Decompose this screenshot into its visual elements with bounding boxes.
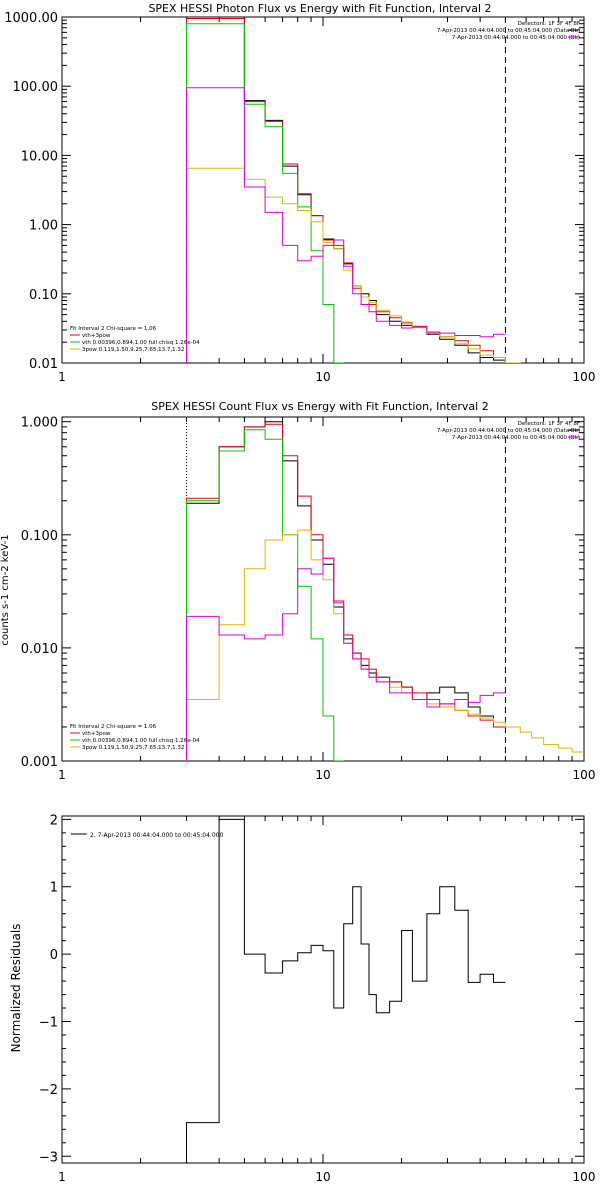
photon-flux-y-tick-label: 1000.00 xyxy=(4,11,58,26)
count-flux-fit-line: 3pow 0.119,1.50,9.25,7.65,13.7,1.32 xyxy=(82,745,184,751)
count-flux-annotation: 7-Apr-2013 00:44:04.000 to 00:45:04.000 … xyxy=(452,435,580,441)
photon-flux-y-tick-label: 0.01 xyxy=(29,357,58,372)
count-flux-y-tick-label: 0.010 xyxy=(21,642,58,657)
photon-flux-x-tick-label: 1 xyxy=(58,370,66,384)
residuals-y-tick-label: −2 xyxy=(39,1083,58,1098)
photon-flux-series-1 xyxy=(186,18,506,363)
residuals-x-tick-label: 1 xyxy=(58,1170,66,1184)
photon-flux-series-4 xyxy=(186,87,506,363)
photon-flux-chart: SPEX HESSI Photon Flux vs Energy with Fi… xyxy=(4,2,595,384)
residuals-y-tick-label: 0 xyxy=(50,948,58,963)
photon-flux-annotation: 7-Apr-2013 00:44:04.000 to 00:45:04.000 … xyxy=(452,35,580,41)
residuals-series-0 xyxy=(186,818,506,1163)
photon-flux-series-0 xyxy=(186,17,506,363)
photon-flux-y-tick-label: 100.00 xyxy=(13,80,59,95)
count-flux-y-tick-label: 1.000 xyxy=(21,416,58,431)
residuals-ylabel: Normalized Residuals xyxy=(9,924,23,1053)
photon-flux-title: SPEX HESSI Photon Flux vs Energy with Fi… xyxy=(148,2,491,15)
count-flux-chart: SPEX HESSI Count Flux vs Energy with Fit… xyxy=(0,400,595,782)
count-flux-y-tick-label: 0.001 xyxy=(21,755,58,770)
count-flux-series-3 xyxy=(186,529,584,761)
count-flux-ylabel: counts s-1 cm-2 keV-1 xyxy=(0,534,11,645)
count-flux-title: SPEX HESSI Count Flux vs Energy with Fit… xyxy=(151,400,488,413)
photon-flux-annotation: Detectors: 1F 3F 4F 8F xyxy=(518,21,580,27)
photon-flux-y-tick-label: 0.10 xyxy=(29,288,58,303)
residuals-chart: Normalized Residuals 2. 7-Apr-2013 00:44… xyxy=(9,813,595,1184)
photon-flux-y-tick-label: 10.00 xyxy=(21,149,58,164)
count-flux-fit-line: vth 0.00396,0.894,1.00 full chisq 1.26e-… xyxy=(82,738,200,744)
photon-flux-series-3 xyxy=(186,167,521,363)
residuals-x-tick-label: 100 xyxy=(573,1170,596,1184)
count-flux-series-2 xyxy=(186,429,344,761)
count-flux-fit-header: Fit Interval 2 Chi-square = 1.06 xyxy=(70,724,157,730)
count-flux-data xyxy=(186,421,584,761)
count-flux-y-tick-label: 0.100 xyxy=(21,529,58,544)
count-flux-x-tick-label: 1 xyxy=(58,768,66,782)
count-flux-x-tick-label: 100 xyxy=(573,768,596,782)
count-flux-fit-line: vth+3pow xyxy=(82,731,111,737)
photon-flux-x-tick-label: 100 xyxy=(573,370,596,384)
count-flux-annotation: Detectors: 1F 3F 4F 8F xyxy=(518,421,580,427)
count-flux-series-1 xyxy=(186,423,506,761)
residuals-plot-frame xyxy=(61,815,585,1164)
count-flux-series-0 xyxy=(186,421,506,761)
count-flux-annotation: 7-Apr-2013 00:44:04.000 to 00:45:04.000 … xyxy=(437,428,580,434)
residuals-y-tick-label: −1 xyxy=(39,1016,58,1031)
photon-flux-fit-line: vth+3pow xyxy=(82,333,111,339)
residuals-y-tick-label: 1 xyxy=(50,881,58,896)
photon-flux-x-tick-label: 10 xyxy=(315,370,330,384)
photon-flux-series-2 xyxy=(186,23,344,363)
residuals-y-tick-label: 2 xyxy=(50,813,58,828)
photon-flux-annotation: 7-Apr-2013 00:44:04.000 to 00:45:04.000 … xyxy=(437,28,580,34)
count-flux-x-tick-label: 10 xyxy=(315,768,330,782)
count-flux-series-4 xyxy=(186,557,506,761)
photon-flux-data xyxy=(186,17,521,363)
photon-flux-fit-header: Fit Interval 2 Chi-square = 1.06 xyxy=(70,326,157,332)
residuals-y-tick-label: −3 xyxy=(39,1150,58,1165)
residuals-x-tick-label: 10 xyxy=(315,1170,330,1184)
residuals-data xyxy=(186,818,506,1163)
photon-flux-fit-line: vth 0.00396,0.894,1.00 full chisq 1.26e-… xyxy=(82,340,200,346)
photon-flux-fit-line: 3pow 0.119,1.50,9.25,7.65,13.7,1.32 xyxy=(82,347,184,353)
residuals-legend: 2. 7-Apr-2013 00:44:04.000 to 00:45:04.0… xyxy=(90,832,223,839)
photon-flux-y-tick-label: 1.00 xyxy=(29,219,58,234)
